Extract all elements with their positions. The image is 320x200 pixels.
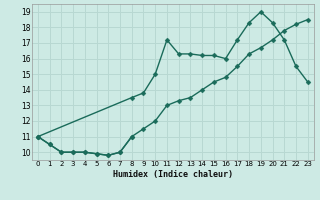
X-axis label: Humidex (Indice chaleur): Humidex (Indice chaleur): [113, 170, 233, 179]
